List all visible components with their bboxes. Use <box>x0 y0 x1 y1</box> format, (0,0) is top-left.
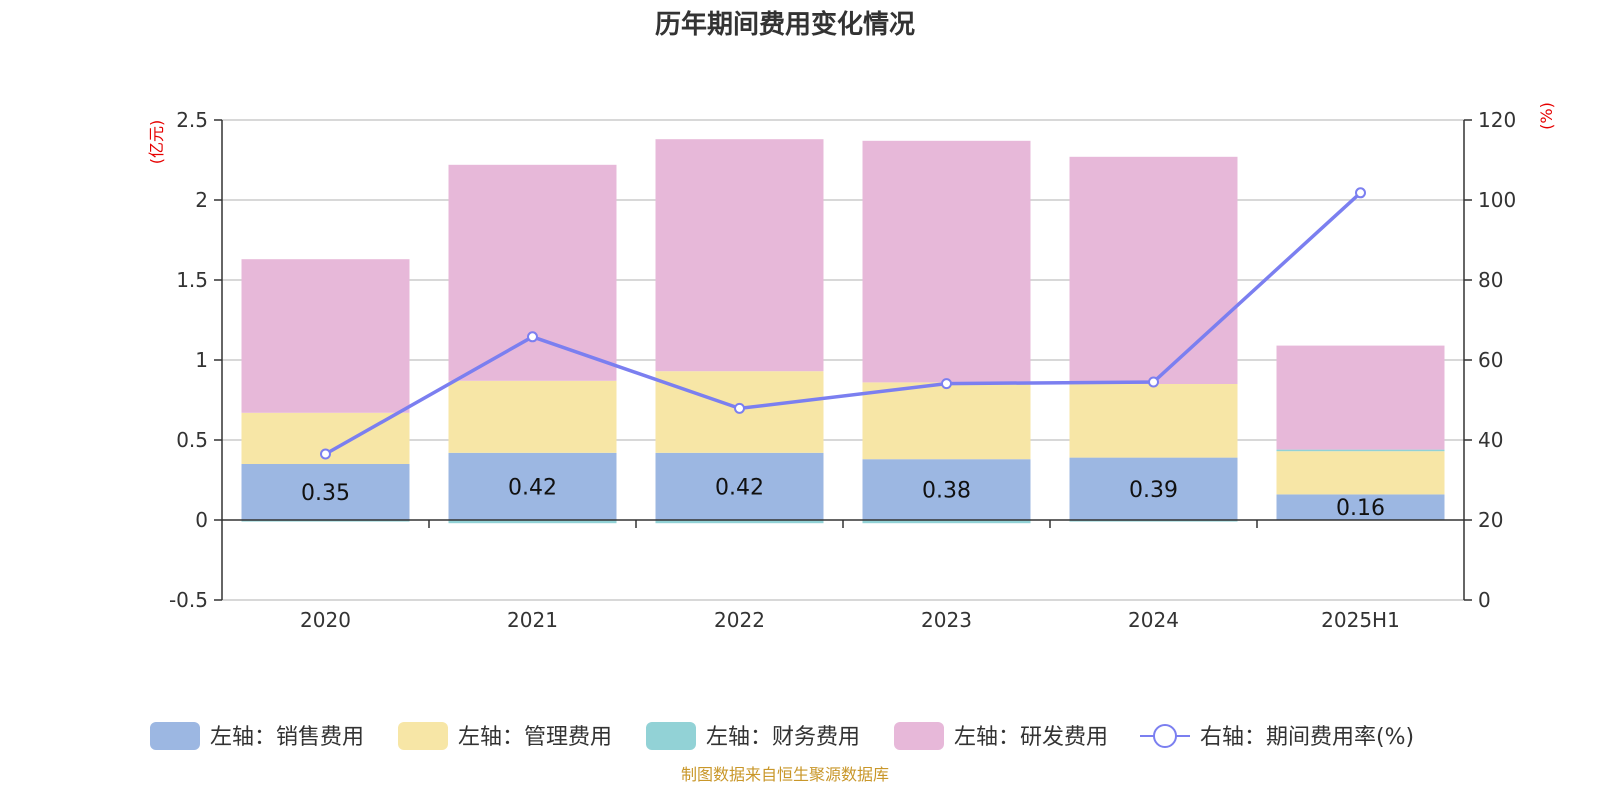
left-axis-tick-label: 2 <box>195 188 208 212</box>
bar-data-label: 0.35 <box>301 481 350 506</box>
legend-swatch <box>150 722 200 750</box>
legend-swatch <box>646 722 696 750</box>
bar-segment <box>1276 494 1445 520</box>
rate-point <box>1148 376 1159 388</box>
legend-item: 左轴：研发费用 <box>894 722 1108 750</box>
right-axis-tick-label: 20 <box>1478 508 1503 532</box>
rate-point <box>320 448 331 460</box>
right-axis-unit: (%) <box>1537 102 1556 130</box>
bar-segment <box>241 464 410 520</box>
x-axis-tick-label: 2024 <box>1128 608 1179 632</box>
x-axis-tick-label: 2022 <box>714 608 765 632</box>
legend-item: 左轴：财务费用 <box>646 722 860 750</box>
grid-lines <box>222 119 1464 601</box>
legend-label: 左轴：销售费用 <box>210 725 364 750</box>
bar-segment <box>448 452 617 520</box>
rate-point <box>527 331 538 343</box>
legend-swatch <box>894 722 944 750</box>
bar-data-label: 0.38 <box>922 479 971 504</box>
legend-swatch <box>398 722 448 750</box>
x-axis-tick-label: 2025H1 <box>1321 608 1400 632</box>
rate-point <box>1355 187 1366 199</box>
bar-segment <box>1069 384 1238 458</box>
bar-segment <box>862 459 1031 520</box>
rate-point <box>941 378 952 390</box>
left-axis-tick-label: 0.5 <box>176 428 208 452</box>
x-axis-tick-label: 2021 <box>507 608 558 632</box>
bar-segment <box>1276 449 1445 452</box>
bar-segment <box>655 139 824 372</box>
right-axis-tick-label: 100 <box>1478 188 1516 212</box>
x-axis-tick-label: 2023 <box>921 608 972 632</box>
left-axis-tick-label: 1 <box>195 348 208 372</box>
bar-segment <box>862 520 1031 524</box>
bar-data-label: 0.42 <box>715 475 764 500</box>
bar-segment <box>448 164 617 381</box>
bar-segment <box>448 380 617 453</box>
legend: 左轴：销售费用 左轴：管理费用 左轴：财务费用 左轴：研发费用 右轴：期间费用率(%) <box>150 722 1414 750</box>
bar-segment <box>448 520 617 524</box>
right-axis-tick-label: 60 <box>1478 348 1503 372</box>
axes: -0.5 0 0.5 1 1.5 2 2.5 0 20 40 60 80 100 120 2020 2021 2… <box>169 108 1516 632</box>
legend-item: 左轴：管理费用 <box>398 722 612 750</box>
bar-data-label: 0.16 <box>1336 496 1385 521</box>
left-axis-tick-label: -0.5 <box>169 588 208 612</box>
bar-segment <box>1069 457 1238 520</box>
bar-segment <box>655 520 824 524</box>
chart-title: 历年期间费用变化情况 <box>655 9 915 40</box>
left-axis-tick-label: 2.5 <box>176 108 208 132</box>
bar-segment <box>1276 345 1445 450</box>
bar-segment <box>1069 520 1238 522</box>
bar-segment <box>241 259 410 413</box>
right-axis-tick-label: 80 <box>1478 268 1503 292</box>
right-axis-tick-label: 0 <box>1478 588 1491 612</box>
legend-label: 左轴：研发费用 <box>954 725 1108 750</box>
legend-label: 左轴：管理费用 <box>458 725 612 750</box>
line-series <box>320 187 1366 460</box>
bar-segment <box>655 452 824 520</box>
legend-label: 左轴：财务费用 <box>706 725 860 750</box>
bar-series <box>241 139 1445 524</box>
bar-segment <box>1276 451 1445 495</box>
bar-segment <box>241 520 410 522</box>
legend-label: 右轴：期间费用率(%) <box>1200 725 1414 750</box>
bar-data-label: 0.39 <box>1129 478 1178 503</box>
left-axis-unit: (亿元) <box>147 120 166 165</box>
data-labels: 0.35 0.42 0.42 0.38 0.39 0.16 <box>301 475 1385 521</box>
right-axis-tick-label: 120 <box>1478 108 1516 132</box>
legend-item: 右轴：期间费用率(%) <box>1140 724 1414 750</box>
rate-point <box>734 402 745 414</box>
x-axis-tick-label: 2020 <box>300 608 351 632</box>
legend-item: 左轴：销售费用 <box>150 722 364 750</box>
rate-line <box>324 191 1362 456</box>
data-source-note: 制图数据来自恒生聚源数据库 <box>681 765 889 784</box>
bar-segment <box>1069 156 1238 384</box>
left-axis-tick-label: 1.5 <box>176 268 208 292</box>
right-axis-tick-label: 40 <box>1478 428 1503 452</box>
left-axis-tick-label: 0 <box>195 508 208 532</box>
bar-segment <box>862 382 1031 460</box>
legend-marker-icon <box>1153 724 1177 748</box>
bar-segment <box>862 140 1031 383</box>
bar-data-label: 0.42 <box>508 475 557 500</box>
